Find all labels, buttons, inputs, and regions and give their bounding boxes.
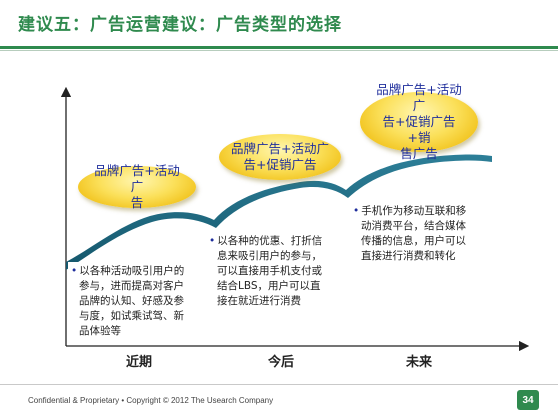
bubble-line: 告+促销广告 (243, 157, 317, 172)
title-divider-thin (0, 50, 558, 51)
bullet-icon: • (209, 235, 216, 247)
stage-3-bubble: 品牌广告+活动广 告+促销广告+销 售广告 (360, 82, 478, 161)
note-line: 结合LBS，用户可以直 (217, 280, 321, 292)
bubble-line: 品牌广告+活动广 (376, 82, 462, 113)
bubble-line: 品牌广告+活动广 (94, 163, 180, 194)
note-line: 品体验等 (79, 325, 121, 337)
bullet-icon: • (71, 265, 78, 277)
note-line: 可以直接用手机支付或 (217, 265, 322, 277)
note-line: 接在就近进行消费 (217, 295, 301, 307)
x-label-later: 今后 (268, 355, 295, 370)
bubble-line: 告 (130, 195, 144, 210)
title-divider (0, 46, 558, 49)
note-line: 直接进行消费和转化 (361, 250, 456, 262)
stage-1-bubble: 品牌广告+活动广告 (78, 163, 196, 210)
bullet-icon: • (353, 205, 360, 217)
note-line: 品牌的认知、好感及参 (79, 295, 184, 307)
footer-copyright: Confidential & Proprietary • Copyright ©… (28, 396, 274, 405)
x-label-future: 未来 (406, 355, 433, 370)
bubble-line: 售广告 (400, 146, 438, 161)
footer-divider (0, 384, 558, 385)
note-line: 与度，如试乘试驾、新 (79, 310, 184, 322)
bubble-line: 品牌广告+活动广 (231, 141, 329, 156)
note-line: 息来吸引用户的参与， (217, 250, 322, 262)
note-line: 传播的信息，用户可以 (361, 235, 466, 247)
note-line: 以各种活动吸引用户的 (79, 265, 185, 277)
slide-title: 建议五：广告运营建议：广告类型的选择 (18, 15, 342, 35)
note-line: 动消费平台，结合媒体 (361, 220, 466, 232)
bubble-line: 告+促销广告+销 (382, 114, 456, 145)
stage-2-note: • 以各种的优惠、打折信 息来吸引用户的参与， 可以直接用手机支付或 结合LBS，… (206, 232, 352, 311)
note-line: 手机作为移动互联和移 (361, 205, 467, 217)
x-label-near-term: 近期 (126, 355, 153, 370)
note-line: 参与，进而提高对客户 (79, 280, 184, 292)
stage-2-bubble: 品牌广告+活动广 告+促销广告 (219, 134, 341, 180)
note-line: 以各种的优惠、打折信 (217, 235, 323, 247)
stage-3-note: • 手机作为移动互联和移 动消费平台，结合媒体 传播的信息，用户可以 直接进行消费… (350, 202, 496, 266)
stage-1-note: • 以各种活动吸引用户的 参与，进而提高对客户 品牌的认知、好感及参 与度，如试乘… (68, 262, 212, 341)
page-number: 34 (517, 390, 539, 410)
